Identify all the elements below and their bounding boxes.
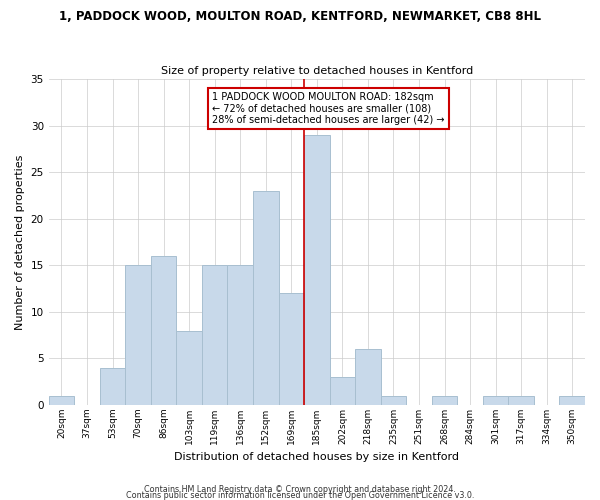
Bar [278, 294, 304, 405]
Bar [227, 266, 253, 405]
Y-axis label: Number of detached properties: Number of detached properties [15, 154, 25, 330]
X-axis label: Distribution of detached houses by size in Kentford: Distribution of detached houses by size … [175, 452, 460, 462]
Bar [508, 396, 534, 405]
Title: Size of property relative to detached houses in Kentford: Size of property relative to detached ho… [161, 66, 473, 76]
Bar [355, 349, 380, 405]
Bar [202, 266, 227, 405]
Bar [100, 368, 125, 405]
Text: Contains HM Land Registry data © Crown copyright and database right 2024.: Contains HM Land Registry data © Crown c… [144, 484, 456, 494]
Bar [304, 135, 329, 405]
Bar [559, 396, 585, 405]
Text: 1 PADDOCK WOOD MOULTON ROAD: 182sqm
← 72% of detached houses are smaller (108)
2: 1 PADDOCK WOOD MOULTON ROAD: 182sqm ← 72… [212, 92, 445, 126]
Text: 1, PADDOCK WOOD, MOULTON ROAD, KENTFORD, NEWMARKET, CB8 8HL: 1, PADDOCK WOOD, MOULTON ROAD, KENTFORD,… [59, 10, 541, 23]
Bar [253, 191, 278, 405]
Bar [380, 396, 406, 405]
Bar [151, 256, 176, 405]
Bar [432, 396, 457, 405]
Bar [329, 377, 355, 405]
Text: Contains public sector information licensed under the Open Government Licence v3: Contains public sector information licen… [126, 490, 474, 500]
Bar [176, 330, 202, 405]
Bar [49, 396, 74, 405]
Bar [483, 396, 508, 405]
Bar [125, 266, 151, 405]
